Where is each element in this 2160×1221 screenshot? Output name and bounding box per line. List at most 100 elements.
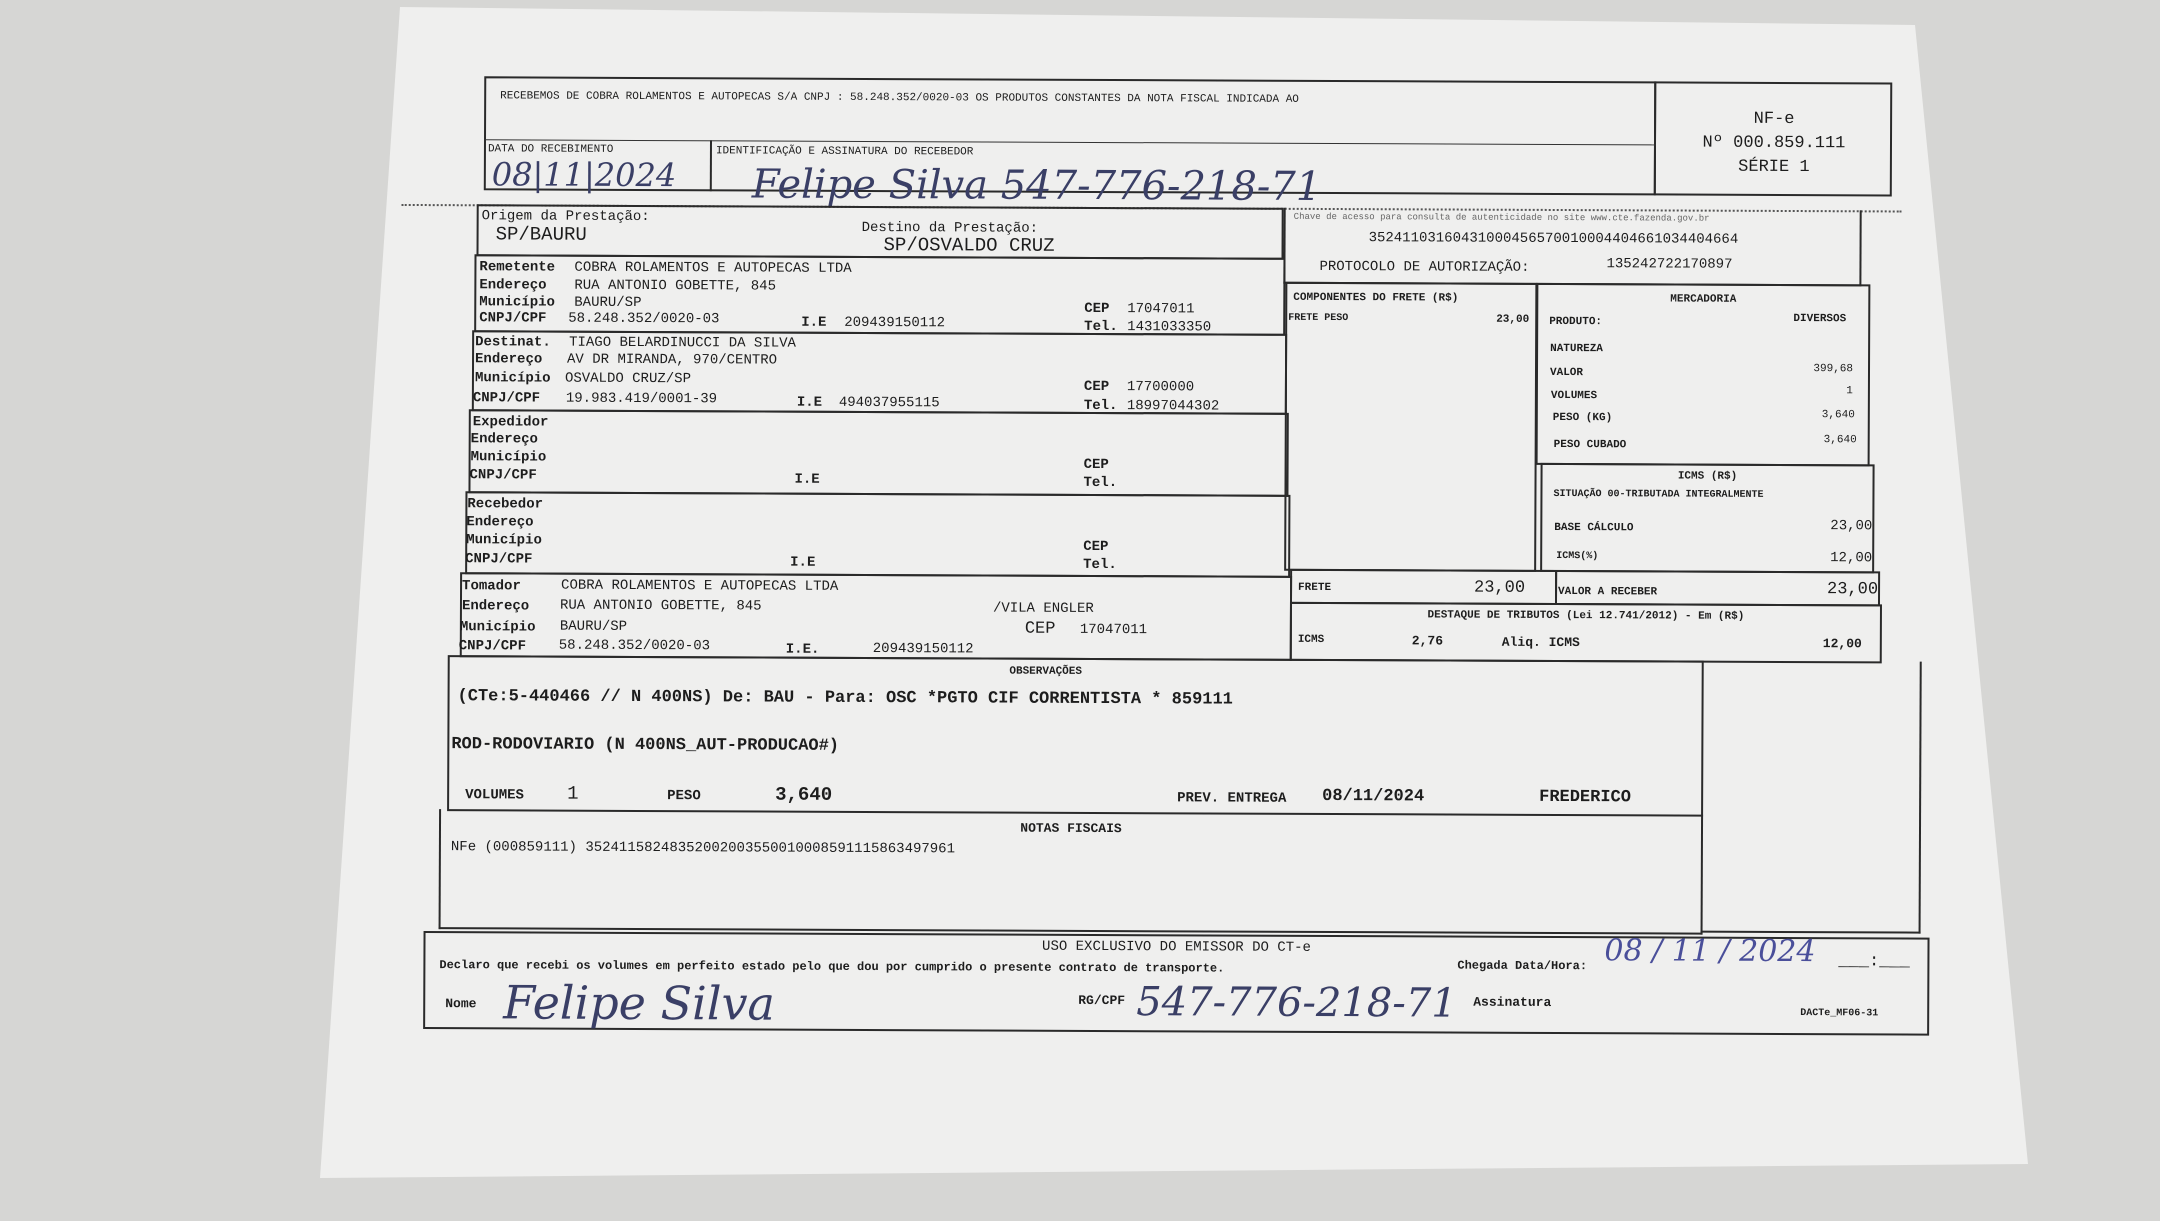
tomador-label: Tomador <box>462 578 521 595</box>
remetente-municipio: BAURU/SP <box>574 294 642 311</box>
assinatura-label: Assinatura <box>1473 994 1552 1010</box>
peso-value: 3,640 <box>1821 409 1855 422</box>
recebedor-box <box>465 491 1291 578</box>
cubado-value: 3,640 <box>1823 434 1857 447</box>
mercadoria-title: MERCADORIA <box>1670 293 1737 306</box>
natureza-label: NATUREZA <box>1550 342 1603 356</box>
nfe-number: Nº 000.859.111 <box>1702 133 1846 154</box>
protocolo-label: PROTOCOLO DE AUTORIZAÇÃO: <box>1319 258 1530 276</box>
remetente-ie-label: I.E <box>801 314 827 331</box>
icms-aliq-label: ICMS(%) <box>1556 550 1599 563</box>
icms-aliq-value: 12,00 <box>1830 550 1873 567</box>
remetente-tel-label: Tel. <box>1084 318 1118 336</box>
remetente-label: Remetente <box>479 259 556 276</box>
side-blank-box <box>1700 660 1922 934</box>
remetente-endereco: RUA ANTONIO GOBETTE, 845 <box>574 277 777 295</box>
frete-label: FRETE <box>1298 581 1332 595</box>
remetente-municipio-label: Município <box>479 294 555 311</box>
chegada-handwritten: 08 / 11 / 2024 <box>1604 933 1816 970</box>
recebedor-endereco-label: Endereço <box>466 514 534 531</box>
destinatario-municipio-label: Município <box>474 370 551 387</box>
receipt-date-handwritten: 08|11|2024 <box>491 155 677 195</box>
chegada-hora-blank: ___:___ <box>1838 952 1910 972</box>
obs-peso-value: 3,640 <box>775 783 833 806</box>
destinatario-endereco-label: Endereço <box>475 351 543 368</box>
tomador-endereco: RUA ANTONIO GOBETTE, 845 <box>559 597 762 615</box>
destinatario-endereco: AV DR MIRANDA, 970/CENTRO <box>567 351 778 369</box>
expedidor-tel-label: Tel. <box>1083 474 1118 492</box>
remetente-cnpj: 58.248.352/0020-03 <box>568 310 720 328</box>
destinatario-cep: 17700000 <box>1126 379 1195 396</box>
tomador-ie: 209439150112 <box>872 641 974 658</box>
nfe-label: NF-e <box>1753 109 1795 130</box>
obs-entrega-label: PREV. ENTREGA <box>1177 790 1287 807</box>
tomador-municipio-label: Município <box>459 619 536 636</box>
remetente-cep-label: CEP <box>1084 300 1110 318</box>
destino-value: SP/OSVALDO CRUZ <box>883 234 1055 257</box>
protocolo-value: 135242722170897 <box>1606 256 1733 273</box>
observacoes-line1: (CTe:5-440466 // N 400NS) De: BAU - Para… <box>457 687 1233 710</box>
volumes-label: VOLUMES <box>1550 389 1598 403</box>
chave-value: 3524110316043100045657001000440466103440… <box>1368 230 1739 248</box>
expedidor-endereco-label: Endereço <box>470 431 538 448</box>
tomador-cnpj-label: CNPJ/CPF <box>458 638 527 655</box>
componentes-title: COMPONENTES DO FRETE (R$) <box>1293 291 1459 305</box>
tomador-nome: COBRA ROLAMENTOS E AUTOPECAS LTDA <box>561 577 839 595</box>
obs-entrega-value: 08/11/2024 <box>1322 786 1425 807</box>
destinatario-cnpj-label: CNPJ/CPF <box>472 390 541 407</box>
destinatario-municipio: OSVALDO CRUZ/SP <box>564 370 692 388</box>
origem-label: Origem da Prestação: <box>481 208 650 226</box>
receipt-signature: Felipe Silva 547-776-218-71 <box>751 161 1322 210</box>
destinatario-cep-label: CEP <box>1083 378 1110 396</box>
dacte-footer: DACTe_MF06-31 <box>1800 1008 1879 1020</box>
tomador-cep-label: CEP <box>1024 619 1056 639</box>
recebedor-ie-label: I.E <box>790 554 816 571</box>
volumes-value: 1 <box>1846 385 1853 398</box>
componente-value: 23,00 <box>1496 313 1530 326</box>
tomador-ie-label: I.E. <box>785 641 820 658</box>
expedidor-label: Expedidor <box>472 414 549 431</box>
obs-nome: FREDERICO <box>1539 787 1632 808</box>
expedidor-municipio-label: Município <box>470 449 547 466</box>
valor-receber-label: VALOR A RECEBER <box>1558 585 1658 599</box>
peso-label: PESO (KG) <box>1552 411 1613 425</box>
rg-label: RG/CPF <box>1078 992 1126 1009</box>
tributos-icms-value: 2,76 <box>1411 633 1444 649</box>
obs-volumes-label: VOLUMES <box>465 787 524 804</box>
cubado-label: PESO CUBADO <box>1553 438 1627 452</box>
recebedor-label: Recebedor <box>467 496 544 513</box>
notas-line: NFe (000859111) 352411582483520020035500… <box>450 839 956 858</box>
destinatario-ie-label: I.E <box>796 394 823 411</box>
base-label: BASE CÁLCULO <box>1554 521 1634 535</box>
remetente-endereco-label: Endereço <box>479 277 547 294</box>
receipt-date-label: DATA DO RECEBIMENTO <box>487 143 614 156</box>
origem-value: SP/BAURU <box>495 223 587 246</box>
recebedor-tel-label: Tel. <box>1083 556 1117 574</box>
destinatario-nome: TIAGO BELARDINUCCI DA SILVA <box>569 334 796 352</box>
valor-value: 399,68 <box>1813 363 1854 376</box>
tomador-bairro: /VILA ENGLER <box>992 600 1094 617</box>
rg-handwritten: 547-776-218-71 <box>1136 979 1457 1027</box>
nfe-series: SÉRIE 1 <box>1738 157 1810 178</box>
receipt-id-label: IDENTIFICAÇÃO E ASSINATURA DO RECEBEDOR <box>715 145 974 159</box>
tomador-municipio: BAURU/SP <box>559 618 628 635</box>
valor-receber-value: 23,00 <box>1826 580 1879 600</box>
icms-situacao: SITUAÇÃO 00-TRIBUTADA INTEGRALMENTE <box>1553 488 1764 501</box>
destinatario-tel-label: Tel. <box>1083 397 1118 415</box>
expedidor-cep-label: CEP <box>1083 456 1109 474</box>
destinatario-ie: 494037955115 <box>838 394 940 412</box>
nome-label: Nome <box>445 996 477 1012</box>
tributos-aliq-value: 12,00 <box>1822 636 1862 652</box>
chegada-label: Chegada Data/Hora: <box>1457 958 1588 974</box>
produto-value: DIVERSOS <box>1793 313 1847 326</box>
frete-value: 23,00 <box>1473 578 1526 598</box>
destinatario-label: Destinat. <box>475 334 551 351</box>
emissor-declaro: Declaro que recebi os volumes em perfeit… <box>439 958 1225 976</box>
componente-label: FRETE PESO <box>1288 312 1349 325</box>
expedidor-ie-label: I.E <box>794 471 820 488</box>
valor-label: VALOR <box>1549 366 1584 380</box>
tomador-cnpj: 58.248.352/0020-03 <box>558 637 711 655</box>
chave-caption: Chave de acesso para consulta de autenti… <box>1293 211 1710 224</box>
